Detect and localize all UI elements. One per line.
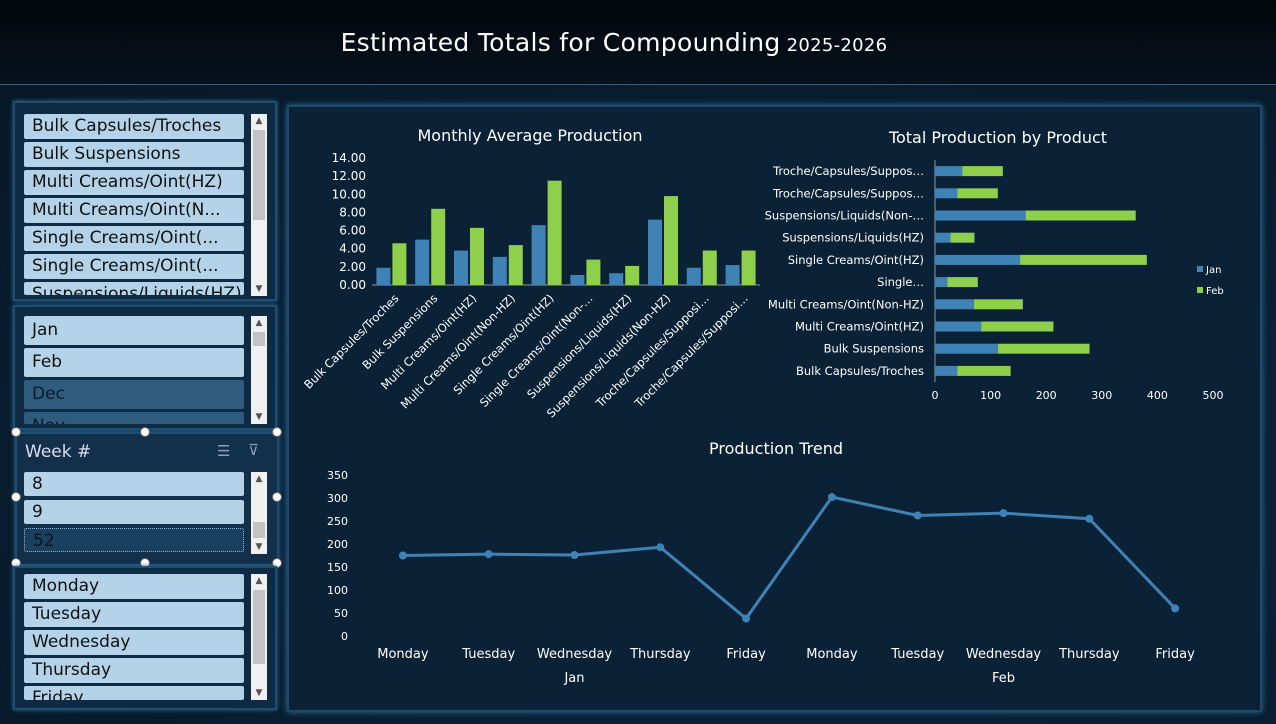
resize-handle[interactable] bbox=[11, 492, 21, 502]
multi-select-icon[interactable]: ☰ bbox=[217, 442, 231, 460]
slicer-item-product[interactable]: Bulk Capsules/Troches bbox=[24, 114, 244, 139]
scroll-down-icon[interactable]: ▼ bbox=[255, 542, 263, 552]
resize-handle[interactable] bbox=[272, 427, 282, 437]
scroll-thumb[interactable] bbox=[253, 332, 265, 346]
slicer-item-month[interactable]: Nov bbox=[24, 412, 244, 424]
resize-handle[interactable] bbox=[11, 427, 21, 437]
slicer-item-month[interactable]: Dec bbox=[24, 380, 244, 409]
month-slicer: Jan Feb Dec Nov ▲ ▼ bbox=[13, 305, 277, 430]
slicer-item-day[interactable]: Monday bbox=[24, 574, 244, 599]
scroll-down-icon[interactable]: ▼ bbox=[255, 688, 263, 698]
scroll-up-icon[interactable]: ▲ bbox=[255, 318, 263, 328]
scroll-thumb[interactable] bbox=[253, 590, 265, 664]
scroll-up-icon[interactable]: ▲ bbox=[255, 474, 263, 484]
chart-area bbox=[287, 105, 1262, 712]
scroll-up-icon[interactable]: ▲ bbox=[255, 576, 263, 586]
scroll-down-icon[interactable]: ▼ bbox=[255, 284, 263, 294]
slicer-item-product[interactable]: Bulk Suspensions bbox=[24, 142, 244, 167]
slicer-item-week[interactable]: 8 bbox=[24, 472, 244, 496]
slicer-item-product[interactable]: Multi Creams/Oint(N... bbox=[24, 198, 244, 223]
week-slicer-header: Week # bbox=[25, 442, 92, 462]
slicer-item-day[interactable]: Wednesday bbox=[24, 630, 244, 655]
slicer-item-month[interactable]: Feb bbox=[24, 348, 244, 377]
slicer-item-product[interactable]: Single Creams/Oint(... bbox=[24, 226, 244, 251]
scroll-thumb[interactable] bbox=[253, 522, 265, 538]
slicer-item-day[interactable]: Tuesday bbox=[24, 602, 244, 627]
slicer-item-product[interactable]: Suspensions/Liquids(HZ) bbox=[24, 282, 244, 295]
slicer-item-day[interactable]: Friday bbox=[24, 686, 244, 700]
slicer-item-week[interactable]: 9 bbox=[24, 500, 244, 524]
scroll-thumb[interactable] bbox=[253, 130, 265, 220]
scroll-up-icon[interactable]: ▲ bbox=[255, 116, 263, 126]
scrollbar[interactable]: ▲ ▼ bbox=[251, 574, 267, 700]
slicer-item-week[interactable]: 52 bbox=[24, 528, 244, 552]
scrollbar[interactable]: ▲ ▼ bbox=[251, 472, 267, 554]
slicer-item-product[interactable]: Multi Creams/Oint(HZ) bbox=[24, 170, 244, 195]
page-title: Estimated Totals for Compounding 2025-202… bbox=[340, 28, 888, 57]
slicer-item-day[interactable]: Thursday bbox=[24, 658, 244, 683]
resize-handle[interactable] bbox=[140, 427, 150, 437]
scroll-down-icon[interactable]: ▼ bbox=[255, 412, 263, 422]
resize-handle[interactable] bbox=[272, 558, 282, 568]
slicer-item-month[interactable]: Jan bbox=[24, 316, 244, 345]
title-bar: Estimated Totals for Compounding 2025-202… bbox=[0, 0, 1276, 85]
scrollbar[interactable]: ▲ ▼ bbox=[251, 316, 267, 424]
slicer-item-product[interactable]: Single Creams/Oint(... bbox=[24, 254, 244, 279]
resize-handle[interactable] bbox=[272, 492, 282, 502]
week-slicer[interactable]: Week # ☰ ⊽ 8 9 52 ▲ ▼ bbox=[15, 432, 279, 566]
clear-filter-icon[interactable]: ⊽ bbox=[248, 441, 259, 459]
product-slicer: Bulk Capsules/Troches Bulk Suspensions M… bbox=[13, 101, 277, 301]
day-slicer: Monday Tuesday Wednesday Thursday Friday… bbox=[13, 566, 277, 710]
scrollbar[interactable]: ▲ ▼ bbox=[251, 114, 267, 296]
